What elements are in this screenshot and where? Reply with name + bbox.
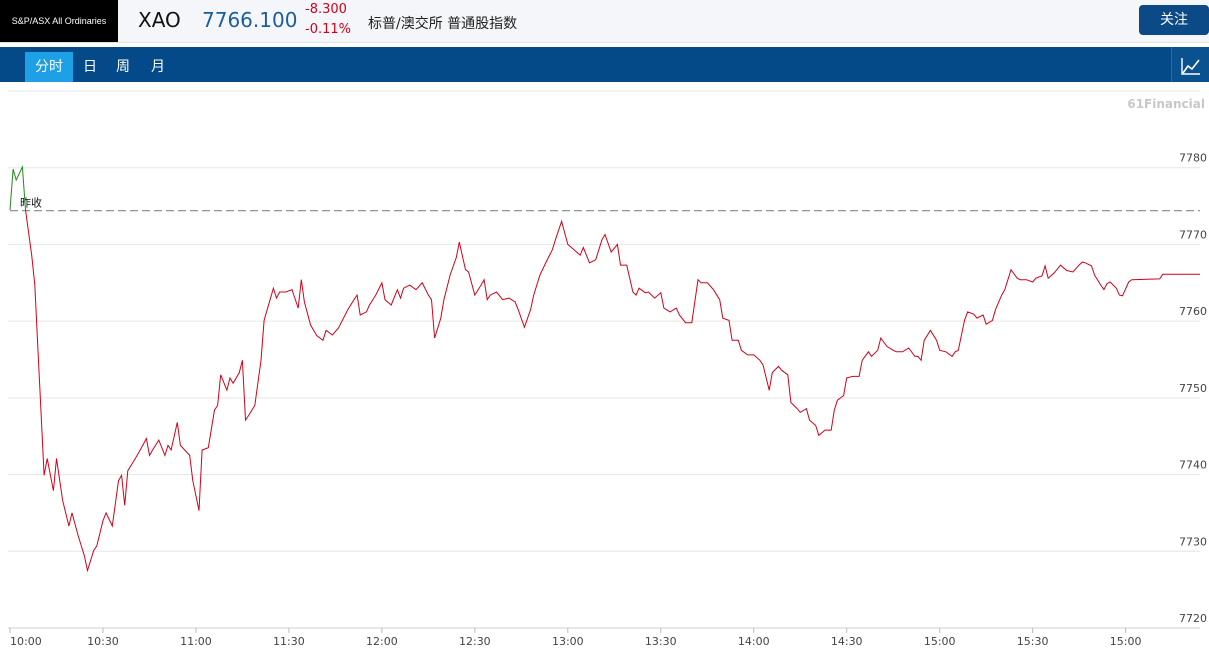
y-tick-label: 7780 bbox=[1179, 152, 1207, 165]
y-tick-label: 7770 bbox=[1179, 228, 1207, 241]
y-tick-label: 7750 bbox=[1179, 382, 1207, 395]
prev-close-label: 昨收 bbox=[20, 196, 42, 210]
x-tick-label: 11:30 bbox=[273, 635, 305, 648]
follow-button[interactable]: 关注 bbox=[1139, 5, 1209, 35]
tab-bar: 分时 日 周 月 bbox=[0, 47, 1209, 82]
logo: S&P/ASX All Ordinaries bbox=[0, 0, 118, 42]
chart-icon bbox=[1181, 58, 1200, 75]
tab[interactable]: 周 bbox=[116, 59, 130, 75]
y-tick-label: 7720 bbox=[1179, 612, 1207, 625]
tab[interactable]: 月 bbox=[151, 59, 165, 75]
x-tick-label: 14:30 bbox=[831, 635, 863, 648]
chart: 61Financial 7720 7730 7740 7750 7760 7770 7780… bbox=[8, 90, 1207, 648]
change-pct: -0.11% bbox=[305, 22, 351, 37]
header: S&P/ASX All Ordinaries XAO 7766.100 -8.3… bbox=[0, 0, 1209, 43]
change: -8.300 bbox=[305, 2, 347, 17]
x-tick-label: 15:00 bbox=[1110, 635, 1142, 648]
x-tick-label: 12:00 bbox=[366, 635, 398, 648]
x-tick-label: 11:00 bbox=[180, 635, 212, 648]
exchange: 标普/澳交所 普通股指数 bbox=[368, 16, 518, 32]
x-tick-label: 10:30 bbox=[87, 635, 119, 648]
x-tick-label: 12:30 bbox=[459, 635, 491, 648]
y-tick-label: 7760 bbox=[1179, 305, 1207, 318]
x-tick-label: 13:00 bbox=[552, 635, 584, 648]
price-line bbox=[9, 164, 1200, 573]
tab[interactable]: 分时 bbox=[25, 52, 73, 82]
x-tick-label: 10:00 bbox=[10, 635, 42, 648]
watermark: 61Financial bbox=[1127, 97, 1205, 111]
tab[interactable]: 日 bbox=[83, 59, 97, 75]
x-tick-label: 14:00 bbox=[738, 635, 770, 648]
x-tick-label: 15:00 bbox=[924, 635, 956, 648]
y-tick-label: 7740 bbox=[1179, 459, 1207, 472]
x-tick-label: 15:30 bbox=[1017, 635, 1049, 648]
price: 7766.100 bbox=[202, 8, 298, 32]
x-tick-label: 13:30 bbox=[645, 635, 677, 648]
y-tick-label: 7730 bbox=[1179, 535, 1207, 548]
symbol: XAO bbox=[138, 8, 181, 32]
chart-toggle[interactable] bbox=[1171, 47, 1209, 82]
